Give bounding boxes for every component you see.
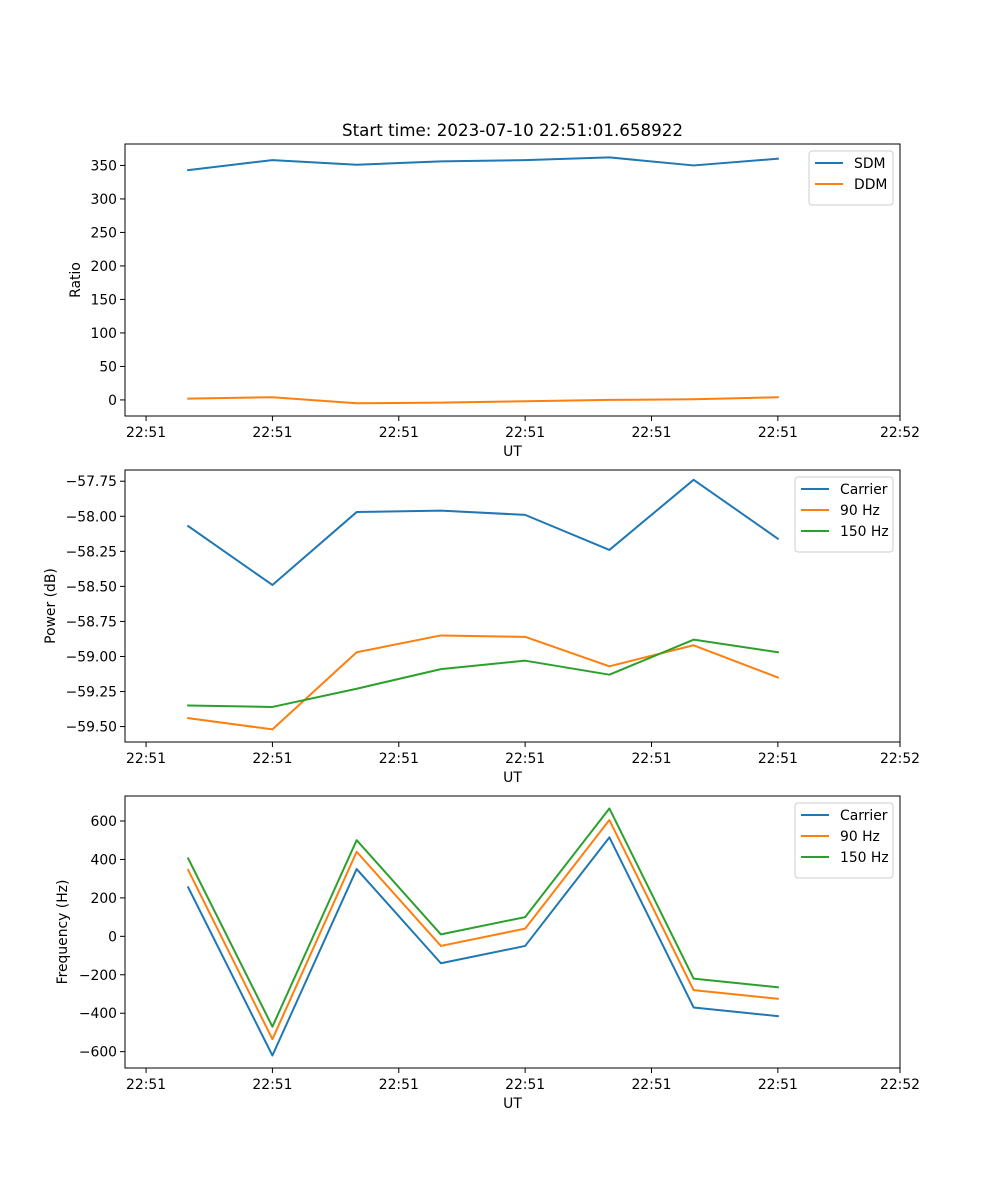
x-tick-label: 22:51 [252, 1077, 292, 1093]
y-tick-label: 50 [99, 359, 117, 375]
y-tick-label: −200 [79, 968, 117, 984]
x-tick-label: 22:51 [379, 751, 419, 767]
series-line-carrier [186, 478, 780, 586]
y-tick-label: 200 [90, 259, 117, 275]
x-axis-label: UT [503, 1096, 522, 1112]
legend-label: Carrier [840, 482, 888, 498]
x-tick-label: 22:51 [505, 1077, 545, 1093]
legend-label: SDM [854, 156, 886, 172]
y-tick-label: −59.25 [66, 685, 117, 701]
legend-label: DDM [854, 177, 887, 193]
y-tick-label: −58.75 [66, 614, 117, 630]
figure-title: Start time: 2023-07-10 22:51:01.658922 [342, 120, 683, 140]
x-tick-label: 22:51 [505, 425, 545, 441]
chart-3: 22:51 22:51 22:51 22:51 22:51 22:51 22:52 −600 −… [55, 795, 920, 1112]
x-tick-label: 22:51 [126, 751, 166, 767]
y-tick-label: 0 [108, 929, 117, 945]
y-tick-label: −57.75 [66, 474, 117, 490]
series-line-carrier [186, 836, 779, 1057]
y-tick-label: −58.00 [66, 509, 117, 525]
series-line-150-hz [187, 638, 779, 708]
legend-label: 90 Hz [840, 829, 880, 845]
x-tick-label: 22:51 [631, 751, 671, 767]
series-line-sdm [187, 156, 779, 172]
legend-box [794, 802, 894, 879]
y-tick-label: 0 [108, 393, 117, 409]
x-tick-label: 22:51 [126, 1077, 166, 1093]
legend-label: 90 Hz [840, 503, 880, 519]
x-tick-label: 22:51 [252, 425, 292, 441]
y-tick-label: −400 [79, 1006, 117, 1022]
y-tick-label: 300 [90, 192, 117, 208]
x-tick-label: 22:51 [758, 751, 798, 767]
x-tick-label: 22:51 [379, 425, 419, 441]
axes-frame [124, 795, 901, 1069]
y-tick-label: −600 [79, 1045, 117, 1061]
x-tick-label: 22:52 [880, 751, 920, 767]
x-axis-label: UT [503, 444, 522, 460]
y-axis-label: Power (dB) [43, 568, 59, 644]
series-line-90-hz [186, 819, 779, 1041]
legend: SDM DDM [808, 150, 894, 206]
series-line-150-hz [186, 807, 779, 1028]
series-line-ddm [187, 396, 779, 405]
x-tick-label: 22:51 [126, 425, 166, 441]
y-tick-label: 350 [90, 158, 117, 174]
chart-1: 22:51 22:51 22:51 22:51 22:51 22:51 22:52 0 50 10… [68, 143, 920, 460]
x-tick-label: 22:51 [758, 1077, 798, 1093]
y-tick-label: −58.25 [66, 544, 117, 560]
y-axis-label: Frequency (Hz) [55, 880, 71, 985]
y-tick-label: 150 [90, 292, 117, 308]
x-tick-label: 22:52 [880, 1077, 920, 1093]
x-tick-label: 22:51 [252, 751, 292, 767]
legend: Carrier 90 Hz 150 Hz [794, 476, 894, 553]
y-tick-label: 200 [90, 891, 117, 907]
legend-label: Carrier [840, 808, 888, 824]
y-tick-label: 600 [90, 814, 117, 830]
x-axis-label: UT [503, 770, 522, 786]
y-tick-label: −59.00 [66, 649, 117, 665]
chart-2: 22:51 22:51 22:51 22:51 22:51 22:51 22:52 −59.5… [43, 469, 920, 786]
legend-box [808, 150, 894, 206]
y-tick-label: 100 [90, 326, 117, 342]
x-tick-label: 22:52 [880, 425, 920, 441]
legend-label: 150 Hz [840, 524, 889, 540]
x-tick-label: 22:51 [758, 425, 798, 441]
y-tick-label: 250 [90, 225, 117, 241]
legend: Carrier 90 Hz 150 Hz [794, 802, 894, 879]
legend-box [794, 476, 894, 553]
x-tick-label: 22:51 [631, 1077, 671, 1093]
y-tick-label: −58.50 [66, 579, 117, 595]
axes-frame [124, 143, 901, 417]
legend-label: 150 Hz [840, 850, 889, 866]
axes-frame [124, 469, 901, 743]
x-tick-label: 22:51 [505, 751, 545, 767]
y-tick-label: −59.50 [66, 720, 117, 736]
x-tick-label: 22:51 [379, 1077, 419, 1093]
x-tick-label: 22:51 [631, 425, 671, 441]
y-axis-label: Ratio [68, 262, 84, 298]
y-tick-label: 400 [90, 852, 117, 868]
series-line-90-hz [187, 634, 780, 731]
